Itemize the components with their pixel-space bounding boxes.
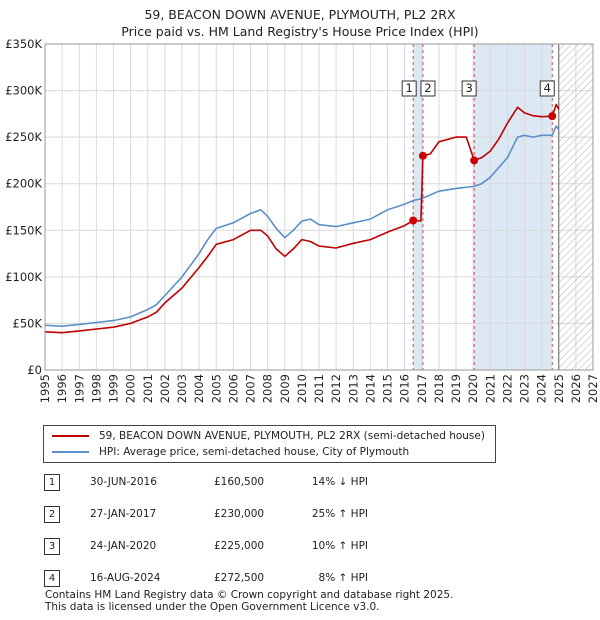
sale-label-text: 2	[424, 81, 431, 95]
x-tick-label: 2024	[535, 374, 549, 403]
legend-item-hpi: HPI: Average price, semi-detached house,…	[44, 444, 409, 460]
y-tick-label: £350K	[5, 37, 42, 51]
sale-hpi-diff: 10% ↑ HPI	[311, 540, 368, 552]
chart-title: 59, BEACON DOWN AVENUE, PLYMOUTH, PL2 2R…	[0, 6, 600, 40]
footer-line2: This data is licensed under the Open Gov…	[45, 600, 380, 613]
x-tick-label: 2005	[209, 374, 223, 403]
sale-label: 3	[461, 80, 477, 97]
x-tick-label: 2017	[415, 374, 429, 403]
y-tick-label: £300K	[5, 84, 42, 98]
legend-swatch-hpi	[52, 451, 89, 453]
sale-price: £160,500	[214, 476, 265, 488]
sale-label: 4	[539, 80, 555, 97]
sale-point	[418, 151, 427, 160]
sale-hpi-diff: 25% ↑ HPI	[311, 508, 368, 520]
table-row: 2 27-JAN-2017 £230,000 25% ↑ HPI	[0, 502, 600, 526]
x-tick-label: 2002	[158, 374, 172, 403]
sale-date: 16-AUG-2024	[90, 572, 161, 584]
x-tick-label: 1995	[38, 374, 52, 403]
x-tick-label: 2018	[432, 374, 446, 403]
x-tick-label: 1996	[55, 374, 69, 403]
x-tick-label: 2006	[226, 374, 240, 403]
x-tick-label: 2007	[244, 374, 258, 403]
legend-label-property: 59, BEACON DOWN AVENUE, PLYMOUTH, PL2 2R…	[99, 430, 485, 442]
sale-number-badge: 2	[44, 506, 60, 523]
x-tick-label: 2021	[483, 374, 497, 403]
x-tick-label: 2001	[141, 374, 155, 403]
sale-label-box	[461, 80, 477, 97]
chart-title-line2: Price paid vs. HM Land Registry's House …	[121, 24, 479, 39]
sale-label-text: 1	[406, 81, 413, 95]
x-tick-label: 2026	[569, 374, 583, 403]
sale-label-text: 3	[465, 81, 472, 95]
table-row: 1 30-JUN-2016 £160,500 14% ↓ HPI	[0, 470, 600, 494]
x-tick-label: 2003	[175, 374, 189, 403]
chart-legend: 59, BEACON DOWN AVENUE, PLYMOUTH, PL2 2R…	[43, 425, 496, 463]
y-tick-label: £50K	[13, 316, 43, 330]
x-tick-label: 2016	[398, 374, 412, 403]
sale-hpi-diff: 8% ↑ HPI	[318, 572, 368, 584]
attribution-footer: Contains HM Land Registry data © Crown c…	[45, 589, 454, 613]
legend-swatch-property	[52, 435, 89, 437]
x-tick-label: 2020	[466, 374, 480, 403]
legend-item-property: 59, BEACON DOWN AVENUE, PLYMOUTH, PL2 2R…	[44, 428, 485, 444]
sale-price: £225,000	[214, 540, 265, 552]
table-row: 4 16-AUG-2024 £272,500 8% ↑ HPI	[0, 566, 600, 590]
future-hatch-region	[558, 44, 593, 370]
x-tick-label: 2013	[346, 374, 360, 403]
series-line-hpi	[44, 125, 560, 327]
x-tick-label: 2008	[261, 374, 275, 403]
x-tick-label: 2014	[363, 374, 377, 403]
sale-number-badge: 3	[44, 538, 60, 555]
highlight-band	[413, 44, 423, 370]
highlight-band	[474, 44, 553, 370]
x-tick-label: 2027	[586, 374, 600, 403]
x-tick-label: 2012	[329, 374, 343, 403]
table-row: 3 24-JAN-2020 £225,000 10% ↑ HPI	[0, 534, 600, 558]
chart-title-line1: 59, BEACON DOWN AVENUE, PLYMOUTH, PL2 2R…	[144, 7, 456, 22]
x-tick-label: 1997	[72, 374, 86, 403]
sale-label-box	[539, 80, 555, 97]
legend-label-hpi: HPI: Average price, semi-detached house,…	[99, 446, 410, 458]
sale-number-badge: 4	[44, 570, 60, 587]
x-tick-label: 2011	[312, 374, 326, 403]
sale-date: 30-JUN-2016	[90, 476, 157, 488]
sale-date: 24-JAN-2020	[90, 540, 157, 552]
x-tick-label: 2000	[124, 374, 138, 403]
sale-label-box	[401, 80, 417, 97]
x-tick-label: 2022	[500, 374, 514, 403]
sale-label-text: 4	[544, 81, 551, 95]
sale-price: £272,500	[214, 572, 265, 584]
x-tick-label: 2004	[192, 374, 206, 403]
sale-number-badge: 1	[44, 474, 60, 491]
sale-point	[548, 112, 557, 121]
sale-price: £230,000	[214, 508, 265, 520]
sale-hpi-diff: 14% ↓ HPI	[311, 476, 368, 488]
y-tick-label: £200K	[5, 177, 42, 191]
x-tick-label: 1999	[107, 374, 121, 403]
y-tick-label: £150K	[5, 223, 42, 237]
sale-point	[470, 156, 479, 165]
sale-point	[409, 216, 418, 225]
x-tick-label: 2015	[381, 374, 395, 403]
sale-label: 2	[420, 80, 436, 97]
sale-label: 1	[401, 80, 417, 97]
sale-label-box	[420, 80, 436, 97]
x-tick-label: 2025	[552, 374, 566, 403]
footer-line1: Contains HM Land Registry data © Crown c…	[45, 589, 454, 601]
y-tick-label: £100K	[5, 270, 42, 284]
x-tick-label: 2009	[278, 374, 292, 403]
y-tick-label: £250K	[5, 130, 42, 144]
y-tick-label: £0	[27, 363, 42, 377]
sale-date: 27-JAN-2017	[90, 508, 157, 520]
x-tick-label: 1998	[89, 374, 103, 403]
x-tick-label: 2019	[449, 374, 463, 403]
x-tick-label: 2023	[518, 374, 532, 403]
x-tick-label: 2010	[295, 374, 309, 403]
plot-frame	[44, 43, 594, 371]
series-line-property	[44, 103, 560, 334]
